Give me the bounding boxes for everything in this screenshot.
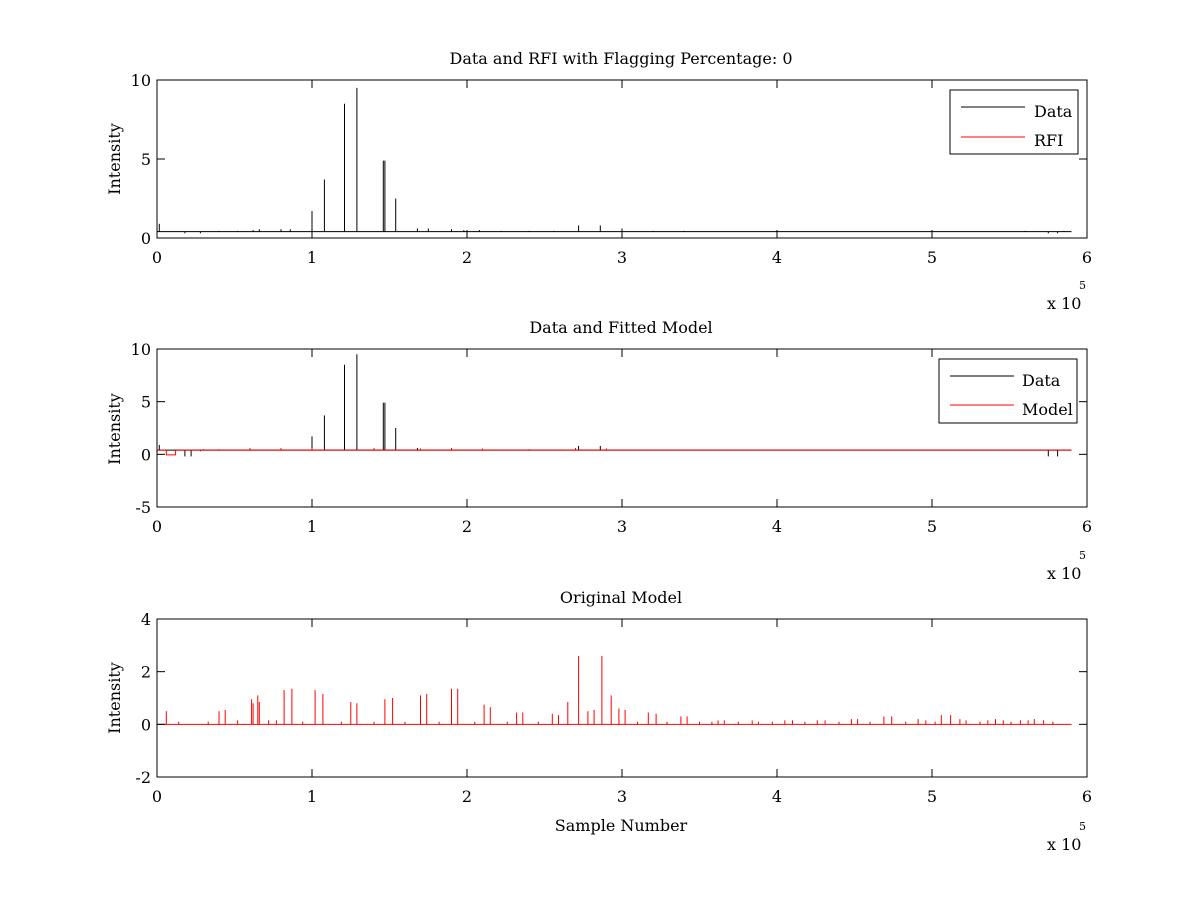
legend-box <box>938 358 1078 424</box>
x-tick-label: 6 <box>1082 787 1092 806</box>
x-tick-label: 5 <box>927 248 937 267</box>
x-multiplier-base: x 10 <box>1047 564 1081 583</box>
x-tick-label: 2 <box>462 248 472 267</box>
x-multiplier-exponent: 5 <box>1079 820 1086 833</box>
x-multiplier-base: x 10 <box>1047 294 1081 313</box>
y-tick-label: 10 <box>131 340 151 359</box>
x-tick-label: 1 <box>307 787 317 806</box>
x-tick-label: 2 <box>462 787 472 806</box>
x-tick-label: 1 <box>307 248 317 267</box>
legend: Data RFI <box>949 89 1079 155</box>
legend-label-rfi: RFI <box>1034 131 1063 150</box>
y-tick-label: 10 <box>131 71 151 90</box>
x-tick-label: 5 <box>927 517 937 536</box>
x-tick-label: 4 <box>772 248 782 267</box>
x-tick-label: 4 <box>772 787 782 806</box>
y-tick-label: 5 <box>141 393 151 412</box>
x-tick-label: 4 <box>772 517 782 536</box>
legend-label-data: Data <box>1022 371 1061 390</box>
x-tick-label: 0 <box>152 517 162 536</box>
x-tick-label: 0 <box>152 787 162 806</box>
x-tick-label: 6 <box>1082 248 1092 267</box>
y-tick-label: -2 <box>135 768 151 787</box>
y-axis-label: Intensity <box>105 662 124 734</box>
y-tick-label: 0 <box>141 715 151 734</box>
y-tick-label: 0 <box>141 229 151 248</box>
x-multiplier-base: x 10 <box>1047 835 1081 854</box>
x-tick-label: 3 <box>617 517 627 536</box>
y-axis-label: Intensity <box>105 393 124 465</box>
x-tick-label: 3 <box>617 248 627 267</box>
chart-title: Data and Fitted Model <box>529 318 712 337</box>
x-tick-label: 3 <box>617 787 627 806</box>
x-tick-label: 2 <box>462 517 472 536</box>
legend-label-data: Data <box>1034 102 1073 121</box>
y-tick-label: 5 <box>141 150 151 169</box>
x-multiplier-exponent: 5 <box>1079 549 1086 562</box>
x-tick-label: 5 <box>927 787 937 806</box>
legend-label-model: Model <box>1022 400 1073 419</box>
panel-data-and-rfi: Data and RFI with Flagging Percentage: 0… <box>105 49 1092 313</box>
y-tick-label: 4 <box>141 610 151 629</box>
panel-data-and-fitted-model: Data and Fitted Model Intensity 0 1 2 3 4 5 6 -… <box>105 318 1092 583</box>
chart-title: Data and RFI with Flagging Percentage: 0 <box>449 49 792 68</box>
chart-title: Original Model <box>560 588 682 607</box>
y-tick-label: 2 <box>141 663 151 682</box>
legend: Data Model <box>938 358 1078 424</box>
x-multiplier-exponent: 5 <box>1079 279 1086 292</box>
y-tick-label: -5 <box>135 498 151 517</box>
x-tick-label: 6 <box>1082 517 1092 536</box>
legend-box <box>949 89 1079 155</box>
series-model-baseline <box>157 449 1072 456</box>
y-tick-label: 0 <box>141 445 151 464</box>
x-axis-label: Sample Number <box>555 816 688 835</box>
x-tick-label: 1 <box>307 517 317 536</box>
y-axis-label: Intensity <box>105 123 124 195</box>
x-tick-label: 0 <box>152 248 162 267</box>
